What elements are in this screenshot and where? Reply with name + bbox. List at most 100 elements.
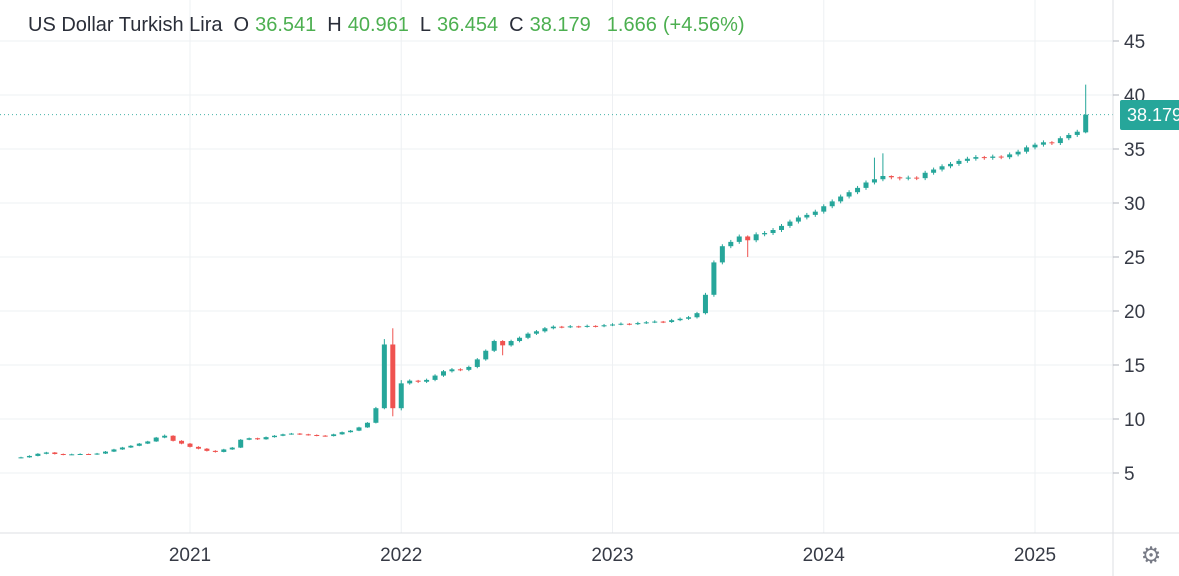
candle-body xyxy=(1024,147,1030,152)
candle-body xyxy=(787,221,793,226)
candle-body xyxy=(381,344,387,409)
candle-body xyxy=(964,158,970,161)
candle-body xyxy=(880,176,886,180)
candle-body xyxy=(272,435,277,438)
candle-body xyxy=(52,452,58,454)
candle-body xyxy=(145,441,151,444)
candle-body xyxy=(356,427,362,431)
candle-body xyxy=(246,438,252,440)
candle-body xyxy=(939,166,945,170)
price-tick-label: 30 xyxy=(1124,194,1145,215)
candle-body xyxy=(711,262,717,295)
candle-body xyxy=(736,236,742,242)
price-axis[interactable] xyxy=(1113,0,1179,533)
candle-body xyxy=(136,443,142,446)
candle-body xyxy=(888,176,894,178)
candle-body xyxy=(1040,142,1046,145)
candle-body xyxy=(804,214,810,218)
close-label: C xyxy=(509,14,524,36)
candle-body xyxy=(288,433,294,435)
candle-body xyxy=(973,157,979,159)
candle-body xyxy=(26,455,32,458)
candle-body xyxy=(195,446,201,449)
candle-body xyxy=(779,225,784,230)
change-value: 1.666 xyxy=(606,14,657,36)
candle-body xyxy=(719,246,725,263)
candle-body xyxy=(415,380,421,382)
chart-settings-button[interactable]: ⚙ xyxy=(1133,537,1169,573)
year-tick-label: 2022 xyxy=(380,545,422,566)
year-tick-label: 2024 xyxy=(803,545,846,566)
candle-body xyxy=(948,163,953,167)
candle-body xyxy=(69,454,75,456)
candle-body xyxy=(263,437,269,440)
candle-body xyxy=(542,328,548,332)
price-tick-label: 35 xyxy=(1124,140,1145,161)
candle-body xyxy=(1007,154,1013,158)
candle-body xyxy=(314,434,320,436)
candle-body xyxy=(855,187,861,193)
candle-body xyxy=(762,233,768,235)
candle-body xyxy=(812,211,818,215)
candle-body xyxy=(500,341,506,346)
year-tick-label: 2023 xyxy=(591,545,633,566)
candle-body xyxy=(517,337,523,342)
candle-body xyxy=(550,326,556,329)
candle-body xyxy=(567,326,573,328)
low-label: L xyxy=(419,14,431,36)
price-tick-label: 15 xyxy=(1124,356,1145,377)
candle-body xyxy=(871,179,877,183)
candle-body xyxy=(702,294,708,314)
candle-body xyxy=(922,172,928,179)
candle-body xyxy=(35,453,41,456)
candle-body xyxy=(931,169,937,173)
candle-body xyxy=(221,449,227,452)
candle-body xyxy=(449,369,455,372)
candle-body xyxy=(407,380,413,384)
time-axis[interactable] xyxy=(0,533,1113,576)
candle-body xyxy=(364,422,370,428)
candle-body xyxy=(626,323,632,325)
candle-body xyxy=(770,230,776,234)
high-value: 40.961 xyxy=(347,14,409,36)
candle-body xyxy=(212,450,218,452)
candle-body xyxy=(111,449,117,452)
candle-body xyxy=(1083,114,1089,133)
candle-body xyxy=(153,437,159,442)
candle-body xyxy=(584,325,590,327)
candle-body xyxy=(86,453,92,455)
candle-body xyxy=(170,435,176,441)
candle-body xyxy=(43,452,49,454)
candle-body xyxy=(77,453,83,455)
candle-body xyxy=(652,321,658,323)
candle-body xyxy=(669,320,675,323)
candle-body xyxy=(838,196,844,202)
candle-body xyxy=(1015,151,1021,155)
change-percent: (+4.56%) xyxy=(662,14,745,36)
candle-body xyxy=(686,317,692,319)
candle-body xyxy=(610,324,615,326)
close-value: 38.179 xyxy=(529,14,591,36)
candle-body xyxy=(694,313,700,318)
candle-body xyxy=(728,241,734,247)
price-tick-label: 5 xyxy=(1124,464,1135,485)
candle-body xyxy=(491,341,497,351)
candle-body xyxy=(457,369,463,371)
candle-body xyxy=(914,177,920,179)
price-tick-label: 45 xyxy=(1124,32,1145,53)
candle-body xyxy=(1057,138,1063,144)
candle-body xyxy=(179,440,185,444)
candle-body xyxy=(990,156,996,158)
candle-body xyxy=(187,443,193,447)
open-label: O xyxy=(233,14,250,36)
candle-body xyxy=(424,379,430,382)
low-value: 36.454 xyxy=(437,14,499,36)
year-tick-label: 2021 xyxy=(169,545,211,566)
candle-body xyxy=(576,326,582,328)
candle-body xyxy=(821,206,827,212)
candle-body xyxy=(525,333,531,338)
candle-body xyxy=(1049,142,1055,144)
candle-body xyxy=(863,182,869,188)
